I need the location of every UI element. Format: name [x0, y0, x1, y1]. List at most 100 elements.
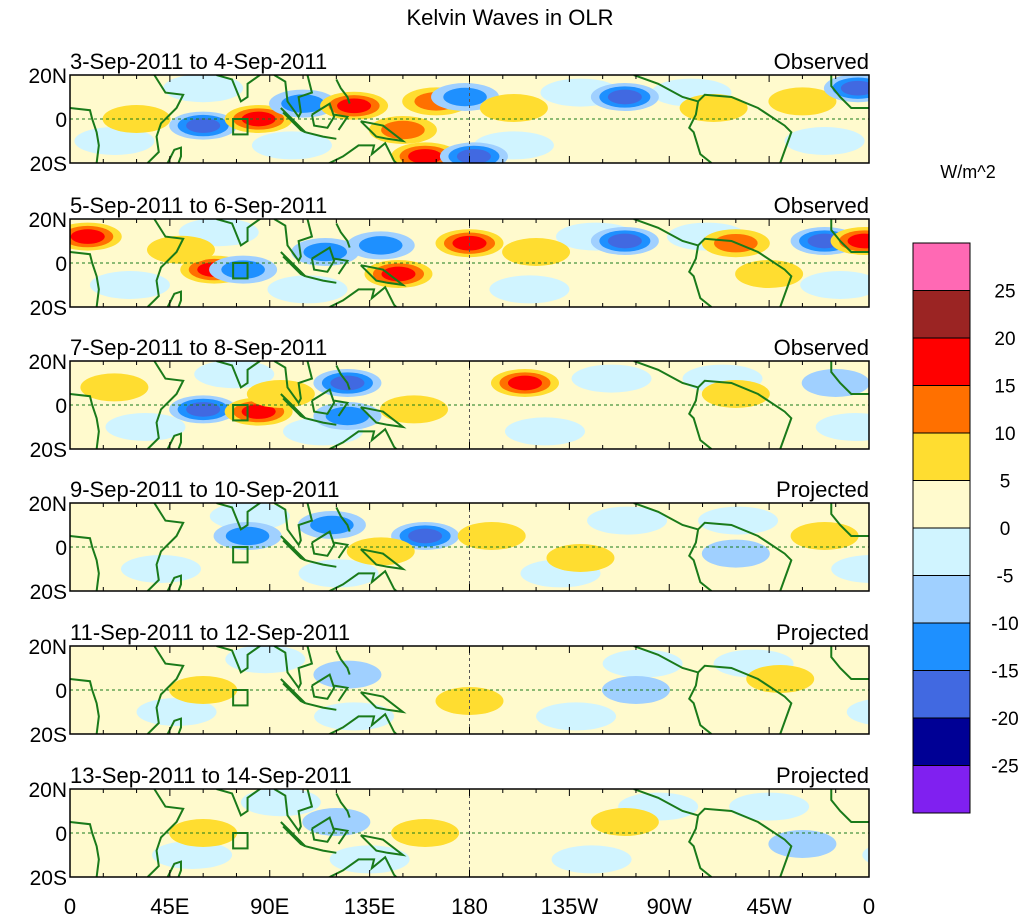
- coastline: [333, 257, 350, 275]
- anomaly-contour: [768, 830, 837, 858]
- coastline: [166, 290, 182, 307]
- coastline: [688, 245, 713, 307]
- anomaly-contour: [701, 539, 770, 568]
- anomaly-contour: [502, 238, 571, 266]
- anomaly-contour: [768, 87, 837, 116]
- coastline: [830, 789, 869, 823]
- colorbar-tick-label: 25: [994, 282, 1015, 303]
- map-panel: 20N 0 20S 5-Sep-2011 to 6-Sep-2011 Observed: [28, 193, 870, 320]
- coastline: [273, 646, 314, 690]
- coastline: [335, 78, 351, 104]
- colorbar-tick-label: 5: [1000, 472, 1011, 493]
- coastline: [688, 101, 713, 163]
- colorbar-swatch: [912, 717, 971, 766]
- coastline: [70, 251, 100, 307]
- anomaly-contour: [225, 646, 306, 674]
- coastline: [166, 146, 182, 163]
- y-tick-label: 0: [55, 823, 67, 846]
- coastline: [633, 646, 793, 734]
- colorbar-tick-label: -20: [991, 709, 1018, 730]
- map-panel: 20N 0 20S 13-Sep-2011 to 14-Sep-2011 Project…: [28, 763, 870, 890]
- coastline: [335, 649, 351, 675]
- coastline: [830, 361, 869, 395]
- anomaly-contour: [800, 271, 869, 299]
- coastline: [216, 219, 262, 247]
- coastline: [305, 702, 337, 711]
- anomaly-contour: [489, 275, 570, 304]
- anomaly-contour: [784, 127, 865, 155]
- coastline: [166, 432, 182, 449]
- coastline: [333, 113, 350, 131]
- coastline: [146, 361, 185, 449]
- coastline: [310, 388, 336, 415]
- x-tick-label: 90W: [647, 894, 692, 919]
- anomaly-contour: [551, 845, 632, 874]
- colorbar-swatch: [912, 290, 971, 339]
- map-panel: 20N 0 20S 9-Sep-2011 to 10-Sep-2011 Projecte…: [28, 477, 870, 604]
- panel-kind-label: Observed: [774, 49, 869, 74]
- coastline: [305, 417, 337, 426]
- y-tick-label: 0: [55, 253, 67, 276]
- panel-kind-label: Projected: [776, 477, 869, 502]
- colorbar-swatch: [912, 385, 971, 434]
- x-tick-label: 180: [451, 894, 488, 919]
- coastline: [310, 816, 336, 843]
- coastline: [305, 131, 337, 140]
- y-tick-label: 0: [55, 680, 67, 703]
- colorbar-unit-label: W/m^2: [940, 162, 995, 182]
- anomaly-contour: [225, 526, 270, 546]
- coastline: [333, 684, 350, 702]
- anomaly-contour: [590, 808, 659, 836]
- anomaly-contour: [303, 242, 348, 262]
- coastline: [70, 393, 100, 449]
- x-tick-label: 45W: [747, 894, 792, 919]
- coastline: [333, 399, 350, 417]
- colorbar-swatch: [912, 337, 971, 386]
- anomaly-contour: [380, 395, 449, 424]
- coastline: [216, 646, 262, 674]
- anomaly-contour: [408, 149, 443, 163]
- x-tick-label: 0: [64, 894, 76, 919]
- coastline: [146, 646, 185, 734]
- coastline: [273, 361, 314, 405]
- anomaly-contour: [194, 361, 275, 389]
- anomaly-contour: [456, 149, 491, 163]
- panel-date-range: 11-Sep-2011 to 12-Sep-2011: [70, 620, 350, 645]
- colorbar-swatch: [912, 670, 971, 719]
- y-tick-label: 20N: [28, 65, 67, 88]
- colorbar: 25 20 15 10 5 0 -5 -10 -15 -20 -25: [912, 242, 1019, 814]
- colorbar-tick-label: 20: [994, 329, 1015, 350]
- coastline: [360, 406, 407, 429]
- coastline: [688, 672, 713, 734]
- anomaly-contour: [381, 120, 425, 140]
- coastline: [146, 503, 185, 591]
- x-tick-label: 90E: [250, 894, 289, 919]
- anomaly-contour: [313, 660, 382, 689]
- colorbar-swatch: [912, 765, 971, 814]
- coastline: [216, 361, 262, 389]
- coastline: [273, 75, 314, 119]
- anomaly-contour: [251, 131, 332, 160]
- anomaly-contour: [146, 235, 215, 264]
- colorbar-swatch: [912, 432, 971, 481]
- coastline: [360, 120, 407, 143]
- anomaly-contour: [507, 375, 543, 391]
- coastline: [633, 361, 793, 449]
- coastline: [633, 75, 793, 163]
- coastline: [166, 574, 182, 591]
- colorbar-tick-label: 15: [994, 377, 1015, 398]
- anomaly-contour: [120, 555, 201, 583]
- coastline: [335, 506, 351, 532]
- y-tick-label: 0: [55, 395, 67, 418]
- map-panel: 20N 0 20S 3-Sep-2011 to 4-Sep-2011 Observed: [28, 49, 870, 176]
- coastline: [633, 219, 793, 307]
- y-tick-label: 20S: [30, 153, 67, 176]
- coastline: [335, 364, 351, 390]
- colorbar-tick-label: -5: [997, 567, 1014, 588]
- coastline: [216, 75, 262, 103]
- anomaly-contour: [74, 127, 155, 155]
- coastline: [305, 275, 337, 284]
- panel-date-range: 13-Sep-2011 to 14-Sep-2011: [70, 763, 352, 788]
- y-tick-label: 20S: [30, 439, 67, 462]
